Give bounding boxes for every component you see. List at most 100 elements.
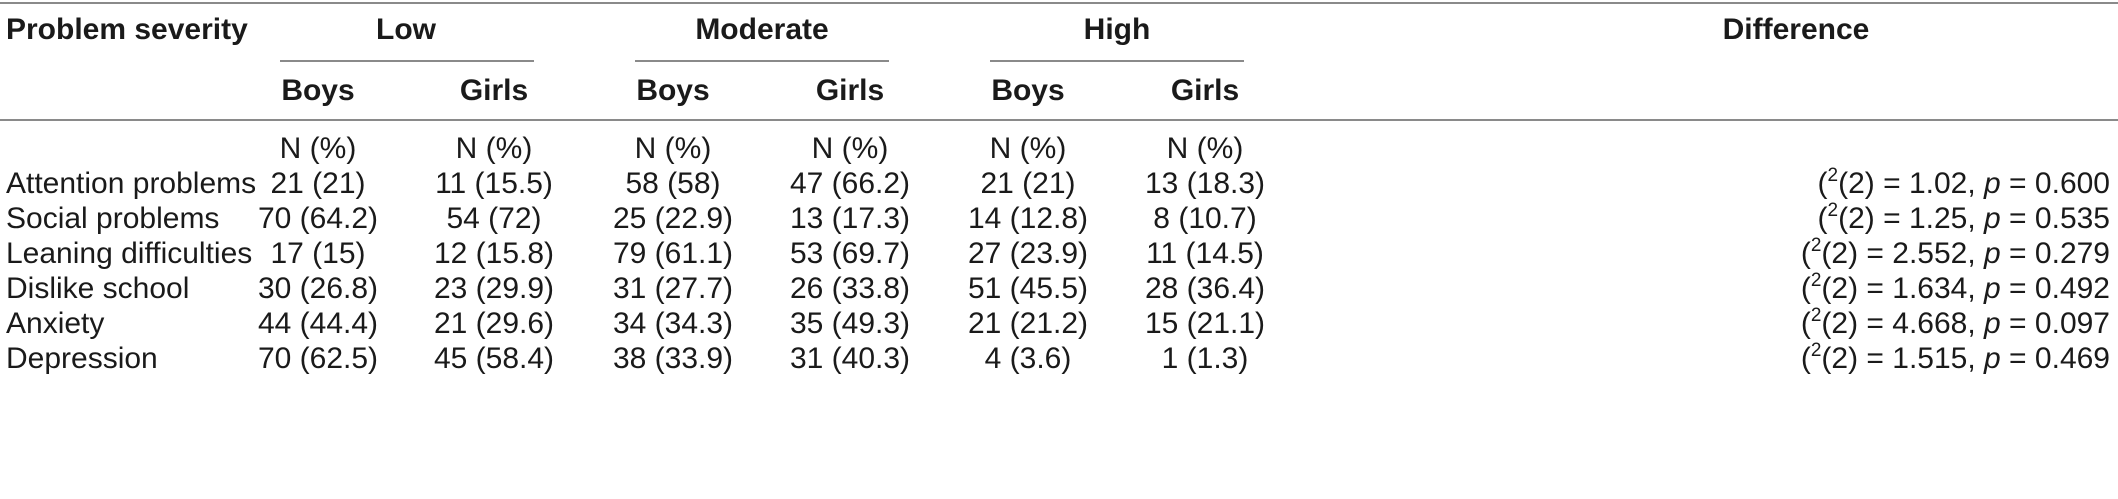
p-label: p (1984, 272, 2001, 305)
subheader-low-girls: Girls (459, 74, 529, 107)
difference-cell: (2(2) = 4.668, p = 0.097 (1801, 306, 2110, 342)
p-value: 0.535 (2034, 202, 2110, 235)
subheader-high-boys: Boys (991, 74, 1065, 107)
p-value: 0.279 (2034, 237, 2110, 270)
table-cell: 54 (72) (446, 202, 542, 235)
difference-header: Difference (1722, 13, 1870, 46)
p-value: 0.492 (2034, 272, 2110, 305)
stat-equals: = (2000, 272, 2035, 305)
stat-df: (2) = (1838, 202, 1909, 235)
table-cell: 21 (21) (980, 167, 1076, 200)
table-cell: 13 (18.3) (1144, 167, 1266, 200)
stat-separator: , (1967, 167, 1985, 200)
table-cell: 23 (29.9) (433, 272, 555, 305)
table-cell: 25 (22.9) (612, 202, 734, 235)
stat-prefix: ( (1817, 167, 1828, 200)
group-header-high: High (1083, 13, 1151, 46)
table-cell: 11 (15.5) (435, 167, 553, 200)
header-bottom-rule (0, 119, 2118, 121)
table-cell: 1 (1.3) (1161, 342, 1249, 375)
group-rule-high (990, 60, 1244, 62)
subheader-moderate-boys: Boys (636, 74, 710, 107)
stat-superscript: 2 (1827, 165, 1839, 186)
stat-df: (2) = (1821, 342, 1893, 375)
table-cell: 51 (45.5) (967, 272, 1089, 305)
stat-df: (2) = (1821, 237, 1893, 270)
table-cell: 45 (58.4) (433, 342, 555, 375)
difference-cell: (2(2) = 1.02, p = 0.600 (1818, 166, 2110, 202)
table-cell: 4 (3.6) (984, 342, 1072, 375)
stat-separator: , (1967, 342, 1985, 375)
row-label: Depression (6, 342, 158, 375)
stat-equals: = (2000, 307, 2035, 340)
table-cell: 30 (26.8) (257, 272, 379, 305)
difference-cell: (2(2) = 2.552, p = 0.279 (1801, 236, 2110, 272)
unit-label-moderate-boys: N (%) (634, 132, 712, 165)
stat-superscript: 2 (1810, 235, 1822, 256)
stat-separator: , (1967, 272, 1985, 305)
table-cell: 11 (14.5) (1146, 237, 1264, 270)
difference-cell: (2(2) = 1.634, p = 0.492 (1801, 271, 2110, 307)
table-cell: 28 (36.4) (1144, 272, 1266, 305)
table-cell: 26 (33.8) (789, 272, 911, 305)
difference-cell: (2(2) = 1.25, p = 0.535 (1818, 201, 2110, 237)
table-cell: 38 (33.9) (612, 342, 734, 375)
stat-superscript: 2 (1810, 340, 1822, 361)
table-cell: 31 (27.7) (612, 272, 734, 305)
stat-prefix: ( (1800, 342, 1811, 375)
stat-prefix: ( (1800, 237, 1811, 270)
chi-value: 4.668 (1892, 307, 1968, 340)
p-label: p (1984, 342, 2001, 375)
stat-df: (2) = (1838, 167, 1909, 200)
chi-value: 1.25 (1908, 202, 1968, 235)
table-cell: 14 (12.8) (967, 202, 1089, 235)
chi-value: 1.02 (1908, 167, 1968, 200)
stat-superscript: 2 (1810, 305, 1822, 326)
table-cell: 21 (29.6) (433, 307, 555, 340)
p-label: p (1984, 237, 2001, 270)
table-cell: 34 (34.3) (612, 307, 734, 340)
stat-equals: = (2000, 237, 2035, 270)
top-rule (0, 2, 2118, 4)
unit-label-high-boys: N (%) (989, 132, 1067, 165)
stat-equals: = (2000, 342, 2035, 375)
group-header-low: Low (376, 13, 436, 46)
table-cell: 31 (40.3) (789, 342, 911, 375)
difference-cell: (2(2) = 1.515, p = 0.469 (1801, 341, 2110, 377)
row-label: Attention problems (6, 167, 257, 200)
p-label: p (1984, 202, 2001, 235)
p-value: 0.600 (2034, 167, 2110, 200)
stat-equals: = (2000, 167, 2035, 200)
row-label: Social problems (6, 202, 220, 235)
stat-separator: , (1967, 307, 1985, 340)
p-value: 0.097 (2034, 307, 2110, 340)
stat-equals: = (2000, 202, 2035, 235)
p-label: p (1984, 307, 2001, 340)
p-label: p (1984, 167, 2001, 200)
chi-value: 1.515 (1892, 342, 1968, 375)
table-cell: 70 (64.2) (257, 202, 379, 235)
subheader-high-girls: Girls (1170, 74, 1240, 107)
stat-prefix: ( (1800, 272, 1811, 305)
table-cell: 53 (69.7) (789, 237, 911, 270)
unit-label-moderate-girls: N (%) (811, 132, 889, 165)
group-rule-low (280, 60, 534, 62)
unit-label-high-girls: N (%) (1166, 132, 1244, 165)
table-cell: 8 (10.7) (1153, 202, 1257, 235)
unit-label-low-girls: N (%) (455, 132, 533, 165)
stat-prefix: ( (1800, 307, 1811, 340)
row-label: Dislike school (6, 272, 190, 305)
table-cell: 17 (15) (270, 237, 366, 270)
row-label: Leaning difficulties (6, 237, 253, 270)
stat-superscript: 2 (1810, 270, 1822, 291)
unit-label-low-boys: N (%) (279, 132, 357, 165)
stat-df: (2) = (1821, 307, 1893, 340)
table-cell: 70 (62.5) (257, 342, 379, 375)
table-cell: 79 (61.1) (612, 237, 734, 270)
table-cell: 21 (21) (270, 167, 366, 200)
table-cell: 27 (23.9) (967, 237, 1089, 270)
chi-value: 1.634 (1892, 272, 1968, 305)
subheader-moderate-girls: Girls (815, 74, 885, 107)
table-cell: 21 (21.2) (967, 307, 1089, 340)
stat-prefix: ( (1817, 202, 1828, 235)
